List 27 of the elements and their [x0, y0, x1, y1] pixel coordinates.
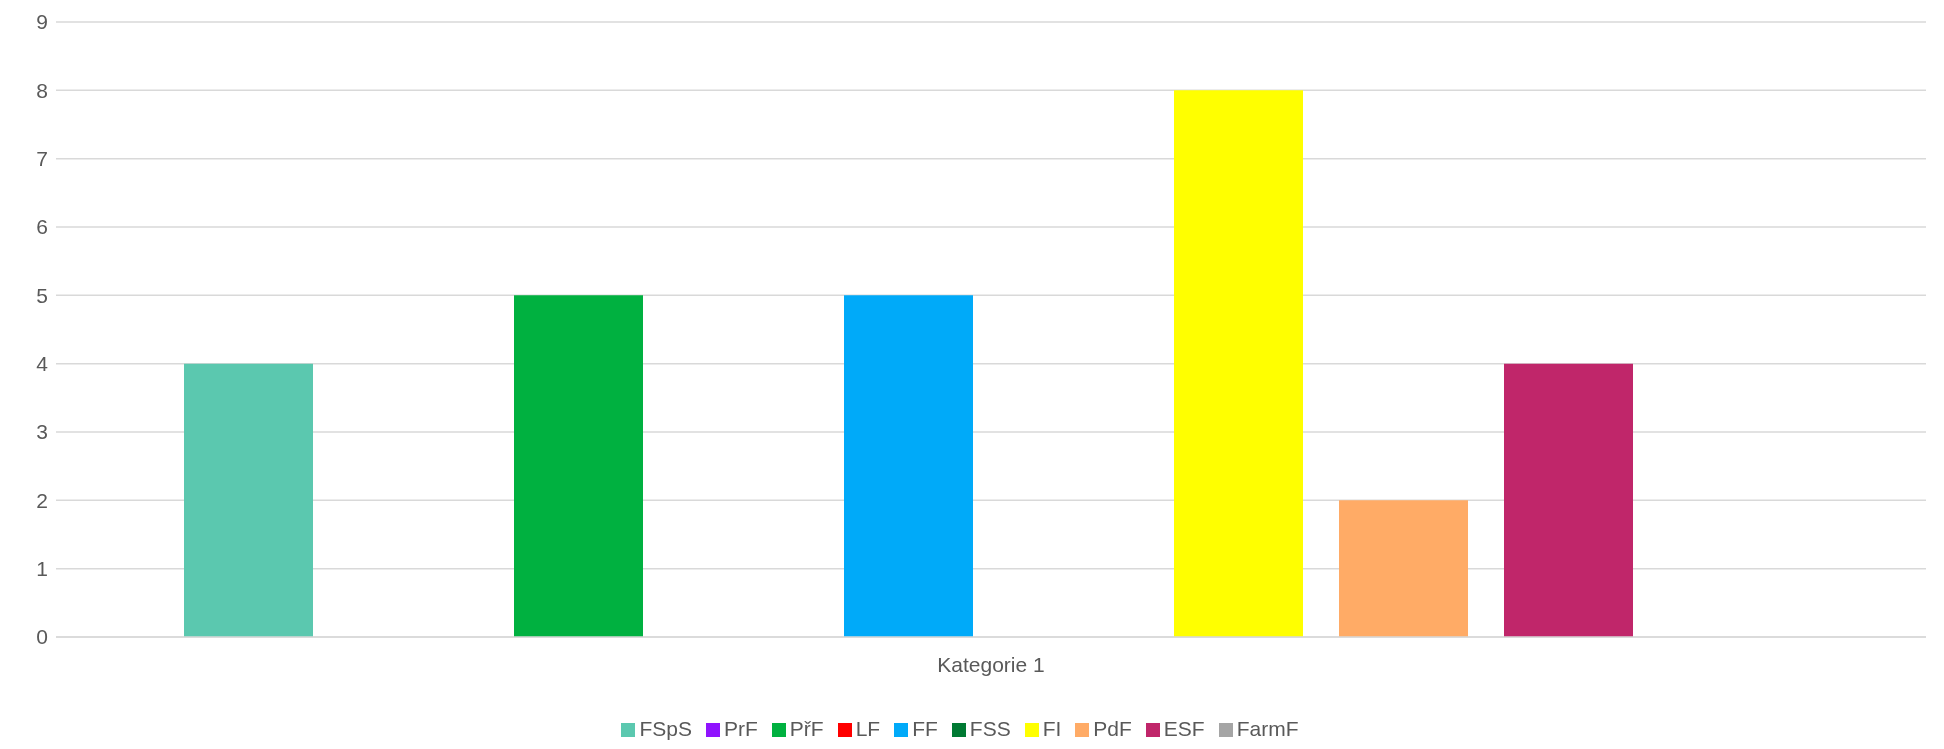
legend-label: FI: [1042, 717, 1062, 740]
legend-label: FF: [912, 717, 938, 740]
y-tick-label: 3: [36, 420, 48, 444]
y-tick-label: 5: [36, 283, 48, 307]
legend-label: FarmF: [1236, 717, 1299, 740]
y-tick-label: 0: [36, 625, 48, 649]
bar: [1504, 363, 1633, 637]
y-tick-label: 4: [36, 352, 49, 376]
bar: [184, 363, 313, 637]
legend-label: FSS: [969, 717, 1011, 740]
bar: [1339, 500, 1468, 637]
bar: [844, 295, 973, 637]
x-tick-label: Kategorie 1: [937, 652, 1045, 676]
legend-label: FSpS: [639, 717, 692, 740]
legend-label: PřF: [789, 717, 824, 740]
bar: [1174, 90, 1303, 637]
legend-label: PdF: [1093, 717, 1132, 740]
y-tick-label: 9: [36, 10, 48, 34]
bar: [514, 295, 643, 637]
y-tick-label: 6: [36, 215, 48, 239]
legend-label: PrF: [724, 717, 758, 740]
y-tick-label: 1: [36, 557, 48, 581]
y-tick-label: 8: [36, 78, 48, 102]
legend-label: LF: [855, 717, 881, 740]
y-tick-label: 2: [36, 488, 48, 512]
y-tick-label: 7: [36, 147, 48, 171]
legend-label: ESF: [1163, 717, 1205, 740]
